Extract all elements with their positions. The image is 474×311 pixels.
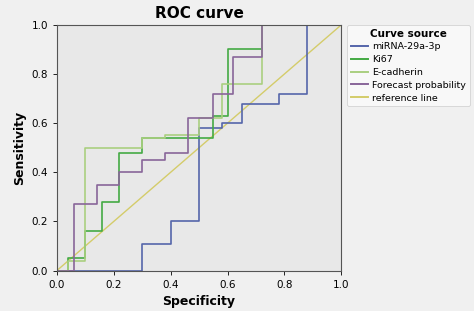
Legend: miRNA-29a-3p, Ki67, E-cadherin, Forecast probability, reference line: miRNA-29a-3p, Ki67, E-cadherin, Forecast…: [347, 25, 470, 106]
Y-axis label: Sensitivity: Sensitivity: [13, 111, 26, 185]
X-axis label: Specificity: Specificity: [163, 295, 236, 308]
Title: ROC curve: ROC curve: [155, 6, 244, 21]
